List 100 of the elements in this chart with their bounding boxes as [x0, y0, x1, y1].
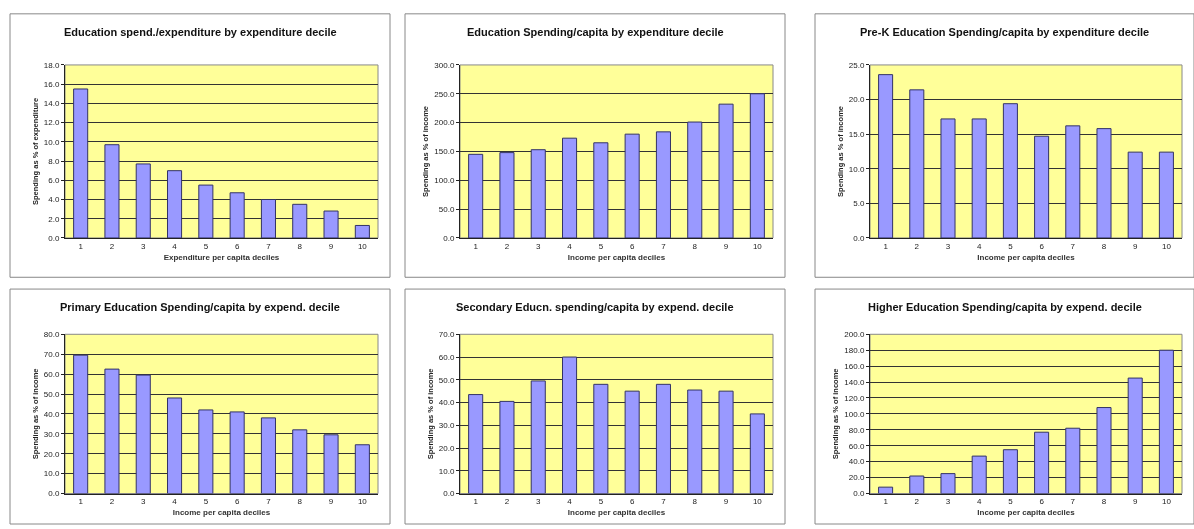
bar — [499, 400, 515, 494]
x-tick-label: 8 — [297, 241, 303, 251]
y-tick-label: 50.0 — [43, 389, 60, 399]
x-tick-label: 7 — [1070, 241, 1076, 251]
bar — [499, 152, 515, 238]
y-tick-label: 0.0 — [443, 489, 455, 499]
bar — [1034, 431, 1050, 494]
y-tick-label: 0.0 — [853, 233, 865, 243]
bar — [104, 144, 120, 238]
x-tick-label: 5 — [203, 497, 209, 507]
x-tick-label: 9 — [723, 497, 729, 507]
bar — [655, 131, 671, 238]
y-tick-label: 20.0 — [438, 443, 455, 453]
x-tick-label: 7 — [266, 241, 272, 251]
y-tick-label: 70.0 — [438, 330, 455, 340]
y-tick-label: 140.0 — [844, 377, 865, 387]
x-tick-label: 4 — [172, 241, 178, 251]
x-tick-label: 6 — [1039, 497, 1045, 507]
bar — [971, 118, 987, 238]
y-tick-label: 16.0 — [43, 79, 60, 89]
y-tick-label: 50.0 — [438, 204, 455, 214]
bar — [687, 389, 703, 494]
bar — [878, 74, 894, 238]
bar — [624, 133, 640, 238]
x-tick-label: 7 — [266, 497, 272, 507]
y-tick-label: 200.0 — [844, 330, 865, 340]
bar — [940, 473, 956, 494]
y-tick-label: 80.0 — [848, 425, 865, 435]
x-tick-label: 4 — [172, 497, 178, 507]
x-tick-label: 6 — [234, 497, 240, 507]
x-axis-title: Income per capita deciles — [567, 252, 666, 262]
x-tick-label: 10 — [752, 497, 763, 507]
x-tick-label: 5 — [598, 497, 604, 507]
x-tick-label: 10 — [357, 241, 368, 251]
x-tick-label: 6 — [629, 497, 635, 507]
bar — [1002, 103, 1018, 238]
x-tick-label: 5 — [1008, 241, 1014, 251]
x-tick-label: 9 — [1132, 497, 1138, 507]
x-tick-label: 4 — [567, 241, 573, 251]
bar — [1127, 151, 1143, 238]
y-tick-label: 10.0 — [43, 137, 60, 147]
x-tick-label: 5 — [1008, 497, 1014, 507]
x-tick-label: 9 — [723, 241, 729, 251]
x-tick-label: 7 — [661, 497, 667, 507]
x-tick-label: 1 — [883, 497, 889, 507]
y-tick-label: 150.0 — [434, 147, 455, 157]
y-tick-label: 120.0 — [844, 393, 865, 403]
bar — [167, 397, 183, 494]
y-tick-label: 40.0 — [438, 398, 455, 408]
bar — [73, 354, 89, 494]
bar — [749, 93, 765, 238]
y-tick-label: 300.0 — [434, 60, 455, 70]
bar — [971, 455, 987, 494]
y-tick-label: 40.0 — [848, 457, 865, 467]
chart-title: Secondary Educn. spending/capita by expend. decile — [456, 301, 734, 313]
bar — [909, 475, 925, 494]
bar — [624, 390, 640, 494]
bar — [1127, 377, 1143, 494]
x-tick-label: 6 — [629, 241, 635, 251]
bar — [1002, 449, 1018, 494]
bar — [198, 184, 214, 238]
y-tick-label: 0.0 — [443, 233, 455, 243]
y-tick-label: 180.0 — [844, 346, 865, 355]
bar — [292, 429, 308, 494]
chart-title: Primary Education Spending/capita by expend. decile — [60, 301, 340, 313]
y-tick-label: 14.0 — [43, 99, 60, 109]
x-axis-title: Income per capita deciles — [977, 508, 1076, 518]
y-tick-label: 70.0 — [43, 349, 60, 359]
x-axis-title: Income per capita deciles — [567, 508, 666, 518]
bar — [749, 413, 765, 494]
x-tick-label: 10 — [1161, 497, 1172, 507]
chart-title: Education spend./expenditure by expenditure decile — [64, 26, 337, 38]
bar — [354, 444, 370, 494]
x-tick-label: 3 — [536, 241, 542, 251]
chart-title: Pre-K Education Spending/capita by expenditure decile — [860, 26, 1150, 38]
y-tick-label: 0.0 — [48, 233, 60, 243]
x-tick-label: 1 — [883, 241, 889, 251]
bar — [1158, 151, 1174, 238]
x-tick-label: 5 — [598, 241, 604, 251]
y-tick-label: 60.0 — [848, 441, 865, 451]
y-tick-label: 20.0 — [848, 473, 865, 483]
y-tick-label: 100.0 — [844, 409, 865, 419]
x-tick-label: 3 — [141, 241, 147, 251]
x-tick-label: 1 — [473, 497, 479, 507]
bar — [687, 121, 703, 238]
bar — [909, 89, 925, 238]
y-tick-label: 10.0 — [848, 164, 865, 174]
y-tick-label: 40.0 — [43, 409, 60, 419]
x-tick-label: 8 — [692, 497, 698, 507]
y-tick-label: 20.0 — [848, 95, 865, 105]
x-tick-label: 5 — [203, 241, 209, 251]
y-tick-label: 200.0 — [434, 118, 455, 128]
bar — [940, 118, 956, 238]
x-tick-label: 1 — [78, 241, 84, 251]
y-tick-label: 30.0 — [43, 429, 60, 439]
y-tick-label: 12.0 — [43, 118, 60, 128]
y-tick-label: 6.0 — [48, 176, 60, 186]
y-tick-label: 10.0 — [438, 466, 455, 476]
x-tick-label: 3 — [536, 497, 542, 507]
x-tick-label: 1 — [473, 241, 479, 251]
